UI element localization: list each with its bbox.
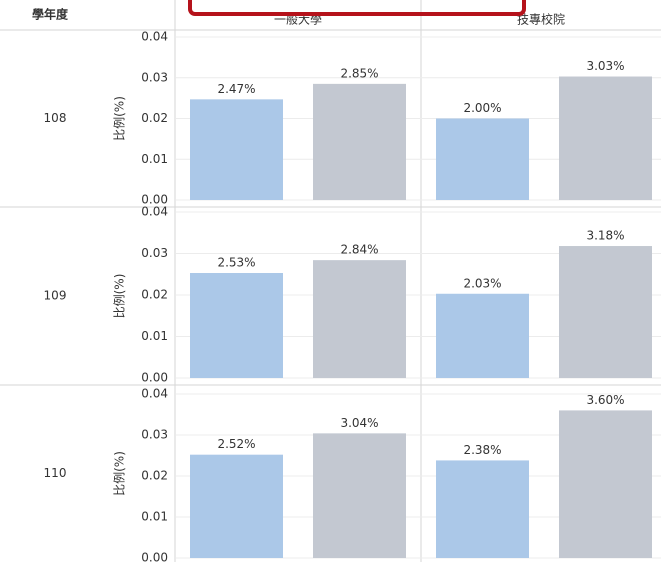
bar — [313, 433, 406, 558]
bar — [190, 99, 283, 200]
y-tick-label: 0.01 — [141, 152, 168, 166]
highlight-box — [188, 0, 526, 16]
y-tick-label: 0.03 — [141, 70, 168, 84]
row-header: 學年度 — [32, 7, 69, 22]
value-label: 2.03% — [463, 276, 501, 290]
y-tick-label: 0.04 — [141, 387, 168, 401]
y-axis-label: 比例(%) — [113, 451, 127, 496]
value-label: 2.00% — [463, 101, 501, 115]
value-label: 3.04% — [340, 416, 378, 430]
bar — [313, 260, 406, 378]
column-header: 技專校院 — [517, 12, 565, 27]
value-label: 3.18% — [586, 229, 624, 243]
value-label: 2.52% — [217, 437, 255, 451]
row-label: 110 — [44, 466, 67, 480]
value-label: 2.53% — [217, 256, 255, 270]
bar — [559, 246, 652, 378]
y-axis-label: 比例(%) — [113, 96, 127, 141]
bar — [559, 410, 652, 558]
y-tick-label: 0.03 — [141, 246, 168, 260]
y-tick-label: 0.04 — [141, 30, 168, 44]
bar — [436, 118, 529, 200]
bar — [559, 76, 652, 200]
y-tick-label: 0.00 — [141, 371, 168, 385]
y-tick-label: 0.02 — [141, 469, 168, 483]
value-label: 2.38% — [463, 443, 501, 457]
row-label: 108 — [44, 111, 67, 125]
value-label: 2.85% — [340, 66, 378, 80]
y-tick-label: 0.01 — [141, 329, 168, 343]
y-tick-label: 0.00 — [141, 193, 168, 207]
row-label: 109 — [44, 289, 67, 303]
bar — [436, 460, 529, 558]
value-label: 3.03% — [586, 59, 624, 73]
y-tick-label: 0.00 — [141, 551, 168, 562]
value-label: 2.47% — [217, 82, 255, 96]
y-axis-label: 比例(%) — [113, 274, 127, 319]
bar — [190, 454, 283, 558]
y-tick-label: 0.03 — [141, 428, 168, 442]
bar — [436, 293, 529, 378]
y-tick-label: 0.04 — [141, 205, 168, 219]
y-tick-label: 0.02 — [141, 111, 168, 125]
y-tick-label: 0.01 — [141, 510, 168, 524]
y-tick-label: 0.02 — [141, 288, 168, 302]
value-label: 2.84% — [340, 243, 378, 257]
bar — [313, 83, 406, 200]
bar — [190, 273, 283, 378]
value-label: 3.60% — [586, 393, 624, 407]
